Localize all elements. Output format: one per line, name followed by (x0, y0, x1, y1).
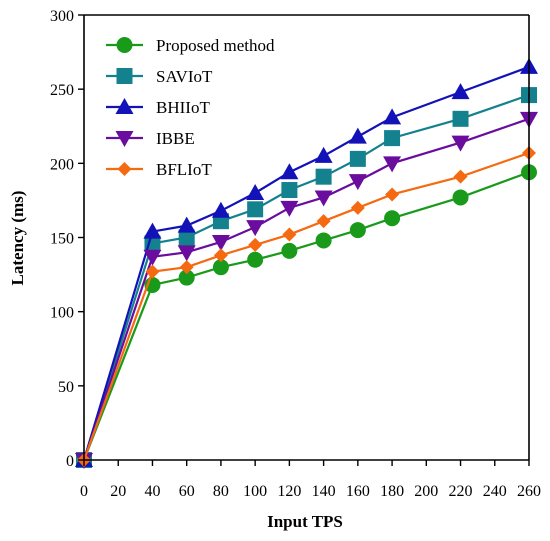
series-3 (75, 111, 538, 469)
x-tick-label-60: 60 (179, 483, 195, 500)
legend-item-0: Proposed method (106, 36, 275, 55)
x-tick-label-120: 120 (277, 483, 301, 500)
data-point-2-7 (348, 127, 367, 144)
legend-marker-0 (116, 37, 133, 53)
data-point-2-9 (451, 83, 470, 100)
data-point-1-4 (247, 201, 264, 218)
x-tick-label-40: 40 (144, 483, 160, 500)
data-point-3-5 (280, 200, 299, 217)
data-point-4-3 (213, 248, 228, 263)
legend-label-4: BFLIoT (156, 160, 212, 179)
legend-label-3: IBBE (156, 129, 195, 148)
legend-marker-2 (115, 98, 134, 114)
x-tick-label-20: 20 (110, 483, 126, 500)
data-point-0-6 (315, 232, 332, 249)
x-tick-label-160: 160 (346, 483, 370, 500)
y-tick-label-0: 0 (66, 453, 74, 470)
data-point-1-2 (178, 229, 195, 246)
data-point-2-3 (211, 201, 230, 218)
x-tick-label-260: 260 (517, 483, 541, 500)
data-point-1-9 (452, 110, 469, 127)
y-tick-label-150: 150 (50, 231, 74, 248)
data-point-4-1 (145, 264, 160, 279)
data-point-0-3 (212, 259, 229, 276)
data-point-2-8 (383, 108, 402, 125)
ticks-layer: 0 50 100 150 200 250 300 0 20 40 60 80 100 120 140 160 1… (50, 8, 541, 500)
data-point-0-2 (178, 269, 195, 286)
data-point-4-9 (453, 169, 468, 184)
x-tick-label-180: 180 (380, 483, 404, 500)
legend-label-1: SAVIoT (156, 67, 213, 86)
legend-marker-4 (117, 162, 132, 176)
series-line-0 (82, 171, 530, 461)
data-point-3-9 (451, 135, 470, 152)
data-point-0-8 (384, 210, 401, 227)
y-tick-label-100: 100 (50, 305, 74, 322)
data-point-3-2 (177, 245, 196, 262)
y-tick-label-200: 200 (50, 156, 74, 173)
x-tick-label-140: 140 (312, 483, 336, 500)
data-point-2-6 (314, 146, 333, 163)
x-tick-label-100: 100 (243, 483, 267, 500)
data-point-3-1 (143, 249, 162, 266)
x-tick-label-0: 0 (80, 483, 88, 500)
legend-item-4: BFLIoT (106, 160, 212, 179)
series-layer (75, 57, 538, 469)
data-point-3-7 (348, 174, 367, 191)
legend-label-2: BHIIoT (156, 98, 210, 117)
data-point-0-5 (281, 242, 298, 259)
series-2 (75, 57, 538, 467)
legend-marker-1 (116, 68, 133, 84)
data-point-3-3 (211, 234, 230, 251)
data-point-0-9 (452, 189, 469, 206)
legend: Proposed method SAVIoT BHIIoT IBBE BFLIoT (106, 36, 275, 179)
y-tick-label-250: 250 (50, 82, 74, 99)
legend-item-2: BHIIoT (106, 98, 210, 117)
data-point-2-1 (143, 222, 162, 239)
x-tick-label-80: 80 (213, 483, 229, 500)
legend-label-0: Proposed method (156, 36, 275, 55)
x-axis-title: Input TPS (267, 512, 343, 531)
data-point-4-2 (179, 260, 194, 275)
data-point-4-6 (316, 214, 331, 229)
data-point-2-2 (177, 216, 196, 233)
data-point-1-5 (281, 182, 298, 199)
x-tick-label-200: 200 (414, 483, 438, 500)
data-point-3-8 (383, 156, 402, 173)
data-point-1-6 (315, 168, 332, 185)
data-point-1-7 (349, 150, 366, 167)
data-point-2-4 (246, 184, 265, 200)
data-point-0-4 (247, 251, 264, 268)
legend-item-1: SAVIoT (106, 67, 213, 86)
series-0 (76, 164, 537, 468)
x-tick-label-220: 220 (449, 483, 473, 500)
data-point-4-5 (282, 227, 297, 242)
y-tick-label-300: 300 (50, 8, 74, 25)
data-point-3-4 (246, 220, 265, 237)
data-point-3-6 (314, 190, 333, 207)
data-point-4-8 (385, 187, 400, 202)
data-point-2-5 (280, 163, 299, 180)
y-axis-title: Latency (ms) (8, 191, 27, 286)
legend-item-3: IBBE (106, 129, 195, 148)
data-point-1-8 (384, 130, 401, 147)
legend-marker-3 (115, 131, 134, 147)
data-point-4-4 (248, 237, 263, 252)
y-tick-label-50: 50 (58, 379, 74, 396)
x-tick-label-240: 240 (483, 483, 507, 500)
series-1 (76, 87, 537, 468)
data-point-4-7 (350, 200, 365, 215)
data-point-0-7 (349, 222, 366, 239)
